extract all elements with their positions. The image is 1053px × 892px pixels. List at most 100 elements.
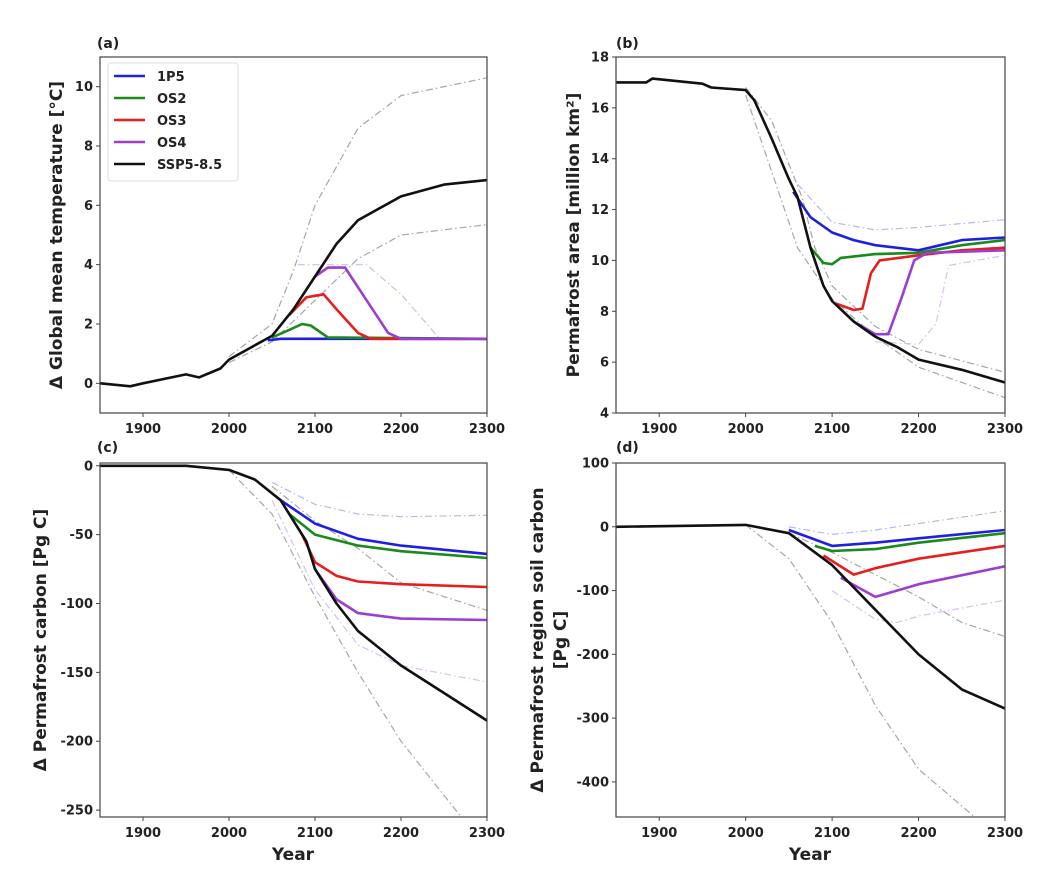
series-line-ssp5-8-5 bbox=[100, 178, 487, 388]
legend-entry-label: OS4 bbox=[157, 136, 186, 151]
series-line-os3 bbox=[822, 544, 1005, 576]
series-line-os2 bbox=[271, 322, 487, 341]
y-tick-label: 2 bbox=[84, 318, 93, 333]
panel-b: (b) Permafrost area [million km²] 1900 20… bbox=[564, 36, 1023, 437]
y-tick-label: -250 bbox=[60, 804, 93, 819]
y-axis-label-d-unit: [Pg C] bbox=[551, 611, 571, 670]
panel-label-a: (a) bbox=[97, 36, 119, 52]
plot-frame bbox=[615, 56, 1006, 414]
series-line-1p5-upper bbox=[797, 183, 1005, 231]
x-axis-label-c: Year bbox=[271, 845, 315, 865]
x-tick-label: 2100 bbox=[297, 826, 333, 841]
y-tick-label: -300 bbox=[576, 712, 609, 727]
x-tick-label: 2100 bbox=[814, 826, 850, 841]
y-tick-label: 6 bbox=[84, 199, 93, 214]
legend-entry-label: OS3 bbox=[157, 114, 186, 129]
series-line-os2 bbox=[288, 512, 487, 560]
y-tick-label: -50 bbox=[70, 528, 94, 543]
series-line-os4 bbox=[314, 266, 487, 341]
series-group bbox=[100, 464, 487, 817]
series-line-ssp5-8-5-upper bbox=[271, 485, 487, 611]
legend-entry-label: OS2 bbox=[157, 92, 186, 107]
panel-d: (d) Δ Permafrost region soil carbon [Pg … bbox=[528, 440, 1023, 865]
x-tick-label: 2100 bbox=[814, 422, 850, 437]
x-axis-label-d: Year bbox=[788, 845, 832, 865]
series-line-ssp5-8-5-upper bbox=[745, 87, 1005, 373]
panel-label-d: (d) bbox=[616, 440, 639, 456]
series-line-os4 bbox=[313, 568, 487, 622]
series-line-os2 bbox=[814, 531, 1005, 553]
y-tick-label: 12 bbox=[591, 203, 609, 218]
y-tick-label: 16 bbox=[591, 101, 609, 116]
plot-frame bbox=[99, 462, 488, 818]
y-tick-label: 0 bbox=[600, 520, 609, 535]
legend-entry-label: 1P5 bbox=[157, 70, 185, 85]
y-tick-label: 10 bbox=[75, 80, 93, 95]
y-tick-label: -400 bbox=[576, 775, 609, 790]
plot-frame bbox=[615, 462, 1006, 818]
x-tick-label: 2200 bbox=[900, 826, 936, 841]
y-tick-label: 10 bbox=[591, 254, 609, 269]
series-line-ssp5-8-5 bbox=[616, 523, 1005, 710]
y-tick-label: 0 bbox=[84, 377, 93, 392]
x-tick-label: 2100 bbox=[297, 422, 333, 437]
x-tick-label: 2200 bbox=[383, 826, 419, 841]
x-tick-label: 2000 bbox=[728, 826, 764, 841]
legend-frame bbox=[107, 62, 239, 182]
panel-label-b: (b) bbox=[616, 36, 639, 52]
series-line-1p5 bbox=[792, 191, 1005, 252]
x-tick-label: 1900 bbox=[125, 826, 161, 841]
x-tick-label: 2000 bbox=[211, 422, 247, 437]
y-axis-label-d: Δ Permafrost region soil carbon bbox=[528, 487, 548, 792]
legend: 1P5 OS2 OS3 OS4 SSP5-8.5 bbox=[107, 62, 239, 182]
series-line-os3 bbox=[300, 534, 487, 589]
series-line-ssp5-8-5-lower bbox=[228, 224, 487, 364]
series-line-os3 bbox=[288, 292, 487, 341]
series-line-os4-late bbox=[875, 254, 1005, 345]
x-tick-label: 2300 bbox=[987, 422, 1023, 437]
series-line-os4 bbox=[840, 565, 1005, 599]
x-tick-label: 2000 bbox=[211, 826, 247, 841]
series-line-os4 bbox=[857, 249, 1005, 336]
y-tick-label: 100 bbox=[582, 457, 609, 472]
series-group bbox=[616, 510, 1005, 817]
series-line-1p5 bbox=[788, 528, 1005, 548]
series-line-ssp5-8-5-lower bbox=[745, 524, 976, 817]
y-tick-label: 6 bbox=[600, 356, 609, 371]
y-tick-label: 18 bbox=[591, 51, 609, 66]
series-line-1p5 bbox=[279, 499, 487, 556]
y-tick-label: 8 bbox=[600, 305, 609, 320]
x-tick-label: 2300 bbox=[469, 826, 505, 841]
series-line-ssp5-8-5 bbox=[616, 77, 1005, 384]
panel-a: (a) Δ Global mean temperature [°C] 1900 2… bbox=[47, 36, 505, 437]
y-axis-label-c: Δ Permafrost carbon [Pg C] bbox=[31, 509, 51, 772]
series-line-ssp5-8-5 bbox=[100, 464, 487, 722]
y-tick-label: 4 bbox=[84, 258, 93, 273]
x-tick-label: 1900 bbox=[641, 826, 677, 841]
y-tick-label: 14 bbox=[591, 152, 609, 167]
y-tick-label: 4 bbox=[600, 407, 609, 422]
series-line-os2 bbox=[809, 238, 1005, 266]
panel-c: (c) Δ Permafrost carbon [Pg C] Year 1900… bbox=[31, 440, 505, 865]
series-group bbox=[100, 77, 487, 388]
x-tick-label: 2200 bbox=[900, 422, 936, 437]
x-tick-label: 1900 bbox=[641, 422, 677, 437]
x-tick-label: 2000 bbox=[728, 422, 764, 437]
y-axis-label-a: Δ Global mean temperature [°C] bbox=[47, 81, 67, 389]
series-line-1p5-upper bbox=[271, 481, 487, 518]
y-tick-label: -150 bbox=[60, 666, 93, 681]
series-line-os4-lower bbox=[831, 590, 1005, 624]
y-tick-label: 8 bbox=[84, 140, 93, 155]
x-tick-label: 1900 bbox=[125, 422, 161, 437]
y-tick-label: -200 bbox=[60, 735, 93, 750]
y-axis-label-b: Permafrost area [million km²] bbox=[564, 93, 584, 378]
series-group bbox=[616, 77, 1005, 399]
y-tick-label: -200 bbox=[576, 648, 609, 663]
y-tick-label: -100 bbox=[576, 584, 609, 599]
series-line-ssp5-8-5-lower bbox=[228, 469, 462, 817]
series-line-1p5-upper bbox=[788, 510, 1005, 536]
x-tick-label: 2300 bbox=[987, 826, 1023, 841]
x-tick-label: 2300 bbox=[469, 422, 505, 437]
y-tick-label: 0 bbox=[84, 459, 93, 474]
